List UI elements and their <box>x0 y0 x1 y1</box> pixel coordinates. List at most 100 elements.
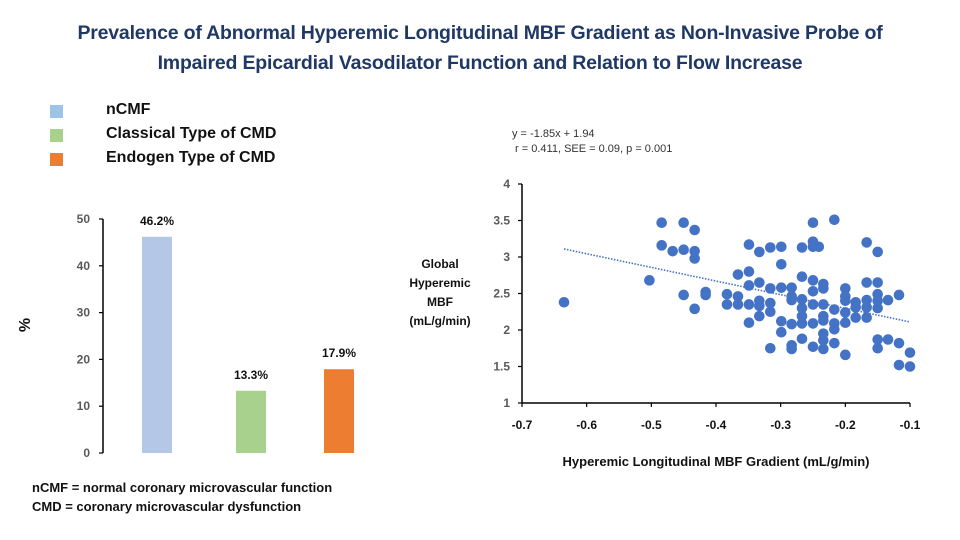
scatter-point <box>754 310 765 322</box>
scatter-point <box>754 246 765 258</box>
bar-3 <box>324 369 354 453</box>
scatter-point <box>786 294 797 306</box>
scatter-x-label: Hyperemic Longitudinal MBF Gradient (mL/… <box>563 454 870 469</box>
scatter-point <box>850 312 861 323</box>
scatter-y-tick-label: 4 <box>503 177 510 191</box>
scatter-point <box>861 294 872 306</box>
scatter-point <box>765 297 776 309</box>
scatter-point <box>776 241 787 253</box>
scatter-point <box>786 282 797 293</box>
scatter-point <box>678 244 689 255</box>
scatter-point <box>689 245 700 257</box>
bar-y-tick-label: 40 <box>77 259 91 273</box>
scatter-x-tick-label: -0.7 <box>512 418 533 432</box>
scatter-point <box>840 283 851 294</box>
legend-swatch-classical-cmd <box>50 129 63 142</box>
scatter-point <box>807 286 819 297</box>
scatter-point <box>743 280 755 291</box>
legend-label-endogen-cmd: Endogen Type of CMD <box>106 149 276 166</box>
bar-y-tick-label: 10 <box>77 399 91 413</box>
bar-y-tick-label: 30 <box>77 306 91 320</box>
scatter-point <box>829 323 840 335</box>
scatter-point <box>689 303 700 315</box>
scatter-y-tick-label: 2.5 <box>493 287 510 301</box>
scatter-point <box>732 299 744 310</box>
scatter-point <box>765 342 776 354</box>
scatter-point <box>829 214 840 226</box>
scatter-point <box>861 302 872 313</box>
scatter-point <box>893 289 905 301</box>
slide-title-line-1: Prevalence of Abnormal Hyperemic Longitu… <box>77 22 883 44</box>
scatter-point <box>644 275 655 286</box>
scatter-point <box>765 306 776 318</box>
scatter-point <box>818 315 829 326</box>
scatter-point <box>893 359 905 371</box>
bar-2 <box>236 390 266 453</box>
bar-data-label: 17.9% <box>322 346 356 360</box>
scatter-point <box>807 217 819 228</box>
scatter-point <box>678 289 689 301</box>
scatter-point <box>818 343 829 355</box>
scatter-x-tick-label: -0.1 <box>900 418 921 432</box>
legend-swatch-ncmf <box>50 105 63 118</box>
scatter-y-tick-label: 1 <box>503 396 510 410</box>
legend-swatch-endogen-cmd <box>50 153 63 166</box>
scatter-point <box>776 282 787 293</box>
scatter-point <box>700 289 711 301</box>
scatter-point <box>861 312 872 323</box>
scatter-point <box>776 326 787 338</box>
bar-chart-y-label: % <box>17 318 34 332</box>
scatter-point <box>732 291 744 302</box>
bar-1 <box>142 236 172 453</box>
scatter-point <box>872 302 883 314</box>
regression-equation-line: y = -1.85x + 1.94 <box>512 128 595 140</box>
scatter-point <box>678 217 689 228</box>
regression-stats-line: r = 0.411, SEE = 0.09, p = 0.001 <box>512 143 673 155</box>
bar-data-label: 46.2% <box>140 214 174 228</box>
slide-title-line-2: Impaired Epicardial Vasodilator Function… <box>157 52 803 74</box>
scatter-point <box>807 275 819 286</box>
scatter-point <box>656 240 667 251</box>
scatter-y-label-line: (mL/g/min) <box>409 314 470 328</box>
scatter-point <box>667 245 678 257</box>
scatter-point <box>807 318 819 329</box>
scatter-point <box>829 304 840 315</box>
scatter-point <box>813 241 825 253</box>
scatter-point <box>872 342 883 354</box>
scatter-point <box>840 317 851 329</box>
scatter-point <box>765 242 776 253</box>
scatter-y-label-line: Hyperemic <box>409 276 471 290</box>
scatter-point <box>754 300 765 312</box>
bar-y-tick-label: 50 <box>77 212 91 226</box>
scatter-point <box>796 242 808 253</box>
scatter-point <box>861 277 872 288</box>
scatter-y-label-line: Global <box>421 257 458 271</box>
scatter-x-tick-label: -0.3 <box>770 418 791 432</box>
scatter-point <box>872 246 883 258</box>
scatter-point <box>786 343 797 355</box>
scatter-point <box>796 333 808 345</box>
scatter-point <box>850 302 861 313</box>
scatter-point <box>818 334 829 346</box>
regression-equation: y = -1.85x + 1.94 r = 0.411, SEE = 0.09,… <box>512 127 672 157</box>
scatter-point <box>807 299 819 310</box>
scatter-point <box>872 277 883 288</box>
scatter-point <box>882 294 894 306</box>
scatter-y-tick-label: 2 <box>503 323 510 337</box>
scatter-point <box>818 283 829 294</box>
scatter-point <box>872 295 883 307</box>
scatter-point <box>765 283 776 294</box>
scatter-point <box>840 295 851 307</box>
scatter-point <box>689 253 700 264</box>
scatter-point <box>689 224 700 236</box>
scatter-point <box>882 334 894 345</box>
scatter-point <box>807 341 819 353</box>
scatter-point <box>796 310 808 322</box>
scatter-point <box>743 239 755 250</box>
scatter-x-tick-label: -0.6 <box>576 418 597 432</box>
scatter-x-tick-label: -0.4 <box>706 418 727 432</box>
scatter-point <box>776 259 787 270</box>
bar-y-tick-label: 20 <box>77 352 91 366</box>
scatter-point <box>796 294 808 305</box>
scatter-y-tick-label: 3.5 <box>493 214 510 228</box>
